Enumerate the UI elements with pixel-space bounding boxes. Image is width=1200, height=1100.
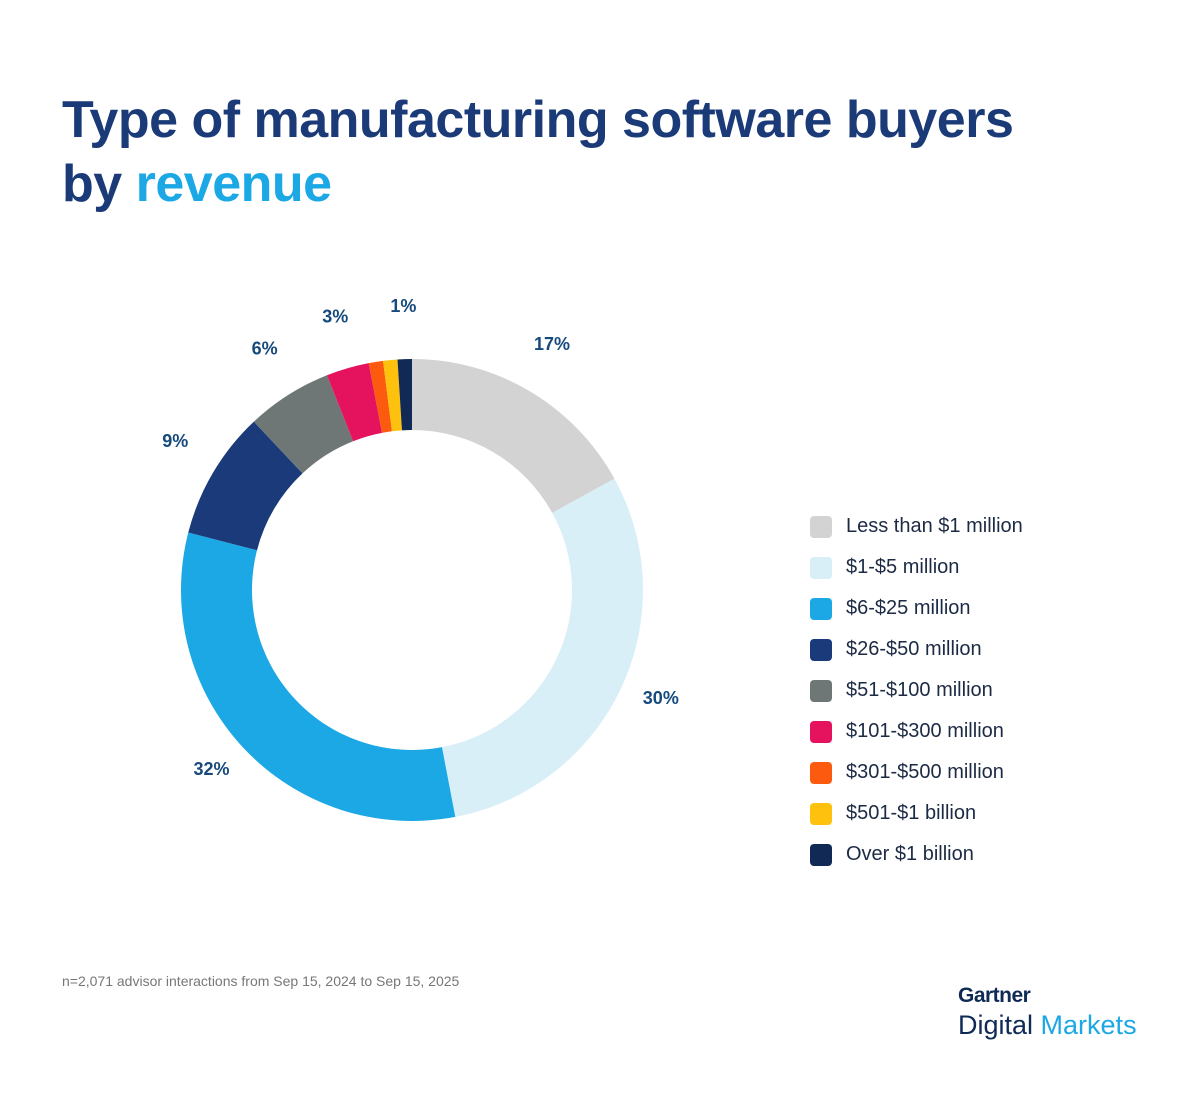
donut-slice-4 xyxy=(253,375,354,474)
donut-slice-3 xyxy=(188,421,303,551)
data-label: 1% xyxy=(390,296,416,316)
legend-item: $26-$50 million xyxy=(810,629,1023,670)
donut-slice-8 xyxy=(397,359,412,431)
legend: Less than $1 million $1-$5 million $6-$25 … xyxy=(810,506,1023,875)
data-label: 9% xyxy=(162,431,188,451)
legend-swatch xyxy=(810,679,832,702)
legend-item: $301-$500 million xyxy=(810,752,1023,793)
donut-slice-6 xyxy=(368,360,392,433)
legend-label: $51-$100 million xyxy=(846,679,993,701)
legend-swatch xyxy=(810,802,832,825)
legend-label: $301-$500 million xyxy=(846,761,1004,783)
data-label: 30% xyxy=(643,688,679,708)
legend-label: $101-$300 million xyxy=(846,720,1004,742)
data-label: 32% xyxy=(194,759,230,779)
gartner-logo: Gartner Digital Markets xyxy=(958,984,1137,1040)
legend-swatch xyxy=(810,515,832,538)
legend-label: $26-$50 million xyxy=(846,638,982,660)
legend-item: Less than $1 million xyxy=(810,506,1023,547)
legend-label: Less than $1 million xyxy=(846,515,1023,537)
donut-slice-5 xyxy=(326,363,383,442)
legend-item: $101-$300 million xyxy=(810,711,1023,752)
footnote: n=2,071 advisor interactions from Sep 15… xyxy=(62,973,460,989)
donut-slice-0 xyxy=(412,359,615,513)
donut-slice-1 xyxy=(441,478,643,817)
chart-title: Type of manufacturing software buyers by… xyxy=(62,91,1014,213)
legend-swatch xyxy=(810,761,832,784)
legend-label: $6-$25 million xyxy=(846,597,971,619)
legend-item: $6-$25 million xyxy=(810,588,1023,629)
legend-item: Over $1 billion xyxy=(810,834,1023,875)
data-label: 3% xyxy=(322,307,348,327)
legend-label: $1-$5 million xyxy=(846,556,960,578)
legend-item: $51-$100 million xyxy=(810,670,1023,711)
data-label: 6% xyxy=(252,339,278,359)
legend-swatch xyxy=(810,843,832,866)
legend-item: $1-$5 million xyxy=(810,547,1023,588)
data-label: 17% xyxy=(534,334,570,354)
legend-swatch xyxy=(810,597,832,620)
legend-item: $501-$1 billion xyxy=(810,793,1023,834)
legend-label: Over $1 billion xyxy=(846,843,974,865)
legend-swatch xyxy=(810,556,832,579)
donut-slice-2 xyxy=(181,532,456,821)
legend-swatch xyxy=(810,638,832,661)
legend-swatch xyxy=(810,720,832,743)
legend-label: $501-$1 billion xyxy=(846,802,977,824)
donut-slice-7 xyxy=(383,359,402,432)
